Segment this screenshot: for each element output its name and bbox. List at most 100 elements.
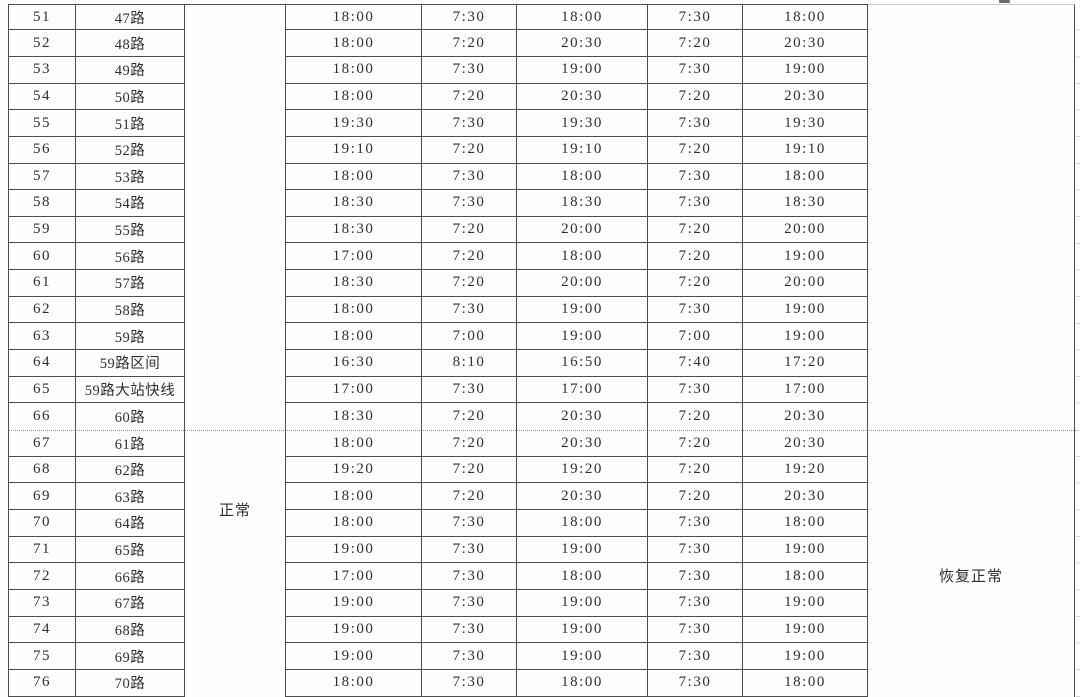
cell-time: 7:30 xyxy=(422,110,517,137)
cell-time: 7:30 xyxy=(422,510,517,537)
cell-time: 19:00 xyxy=(517,323,648,351)
cell-time: 20:30 xyxy=(743,430,868,457)
cell-time: 7:00 xyxy=(648,323,743,351)
cell-time: 7:20 xyxy=(422,270,517,297)
cell-time: 19:00 xyxy=(517,536,648,564)
cell-time: 7:30 xyxy=(422,616,517,644)
cell-time: 7:30 xyxy=(648,376,743,404)
cell-time: 7:30 xyxy=(648,616,743,644)
cell-row-number: 67 xyxy=(8,430,76,457)
cell-time: 18:00 xyxy=(517,243,648,271)
cell-time: 18:00 xyxy=(743,669,868,697)
cell-time: 20:30 xyxy=(517,403,648,430)
cell-time: 19:00 xyxy=(517,56,648,84)
cell-route-name: 56路 xyxy=(76,243,185,271)
cell-time: 7:00 xyxy=(422,323,517,351)
cell-time: 18:30 xyxy=(286,403,422,430)
cell-route-name: 60路 xyxy=(76,403,185,430)
cell-row-number: 51 xyxy=(8,3,76,31)
cell-time: 17:00 xyxy=(743,376,868,404)
cell-time: 7:30 xyxy=(648,163,743,191)
cell-time: 17:20 xyxy=(743,350,868,377)
cell-time: 19:10 xyxy=(517,136,648,164)
cell-route-name: 66路 xyxy=(76,563,185,591)
cell-time: 7:30 xyxy=(648,296,743,324)
cell-time: 7:30 xyxy=(422,3,517,31)
cell-time: 7:30 xyxy=(648,56,743,84)
cell-time: 7:30 xyxy=(422,590,517,617)
cell-time: 19:00 xyxy=(743,590,868,617)
cell-time: 7:20 xyxy=(648,430,743,457)
cell-row-number: 73 xyxy=(8,590,76,617)
cell-time: 18:00 xyxy=(743,3,868,31)
cell-time: 19:30 xyxy=(743,110,868,137)
cell-time: 18:00 xyxy=(286,30,422,57)
cell-time: 7:30 xyxy=(648,643,743,670)
cell-route-name: 67路 xyxy=(76,590,185,617)
cell-time: 7:30 xyxy=(422,190,517,217)
cell-time: 7:30 xyxy=(422,643,517,670)
cell-route-name: 48路 xyxy=(76,30,185,57)
cell-time: 19:30 xyxy=(517,110,648,137)
cell-route-name: 55路 xyxy=(76,216,185,244)
sheet-gridlines-right-gutter xyxy=(1076,3,1080,697)
cell-time: 7:30 xyxy=(648,510,743,537)
cell-time: 7:30 xyxy=(422,563,517,591)
cell-route-name: 49路 xyxy=(76,56,185,84)
cell-row-number: 60 xyxy=(8,243,76,271)
cell-row-number: 61 xyxy=(8,270,76,297)
cell-time: 7:20 xyxy=(648,456,743,484)
cell-route-name: 68路 xyxy=(76,616,185,644)
cell-time: 7:30 xyxy=(648,536,743,564)
timetable-block-upper: 51 47路 18:00 7:30 18:00 7:30 18:00 52 48路 18:00 7:… xyxy=(8,3,1075,430)
cell-time: 7:20 xyxy=(422,83,517,111)
cell-time: 19:00 xyxy=(517,616,648,644)
cell-row-number: 52 xyxy=(8,30,76,57)
cell-time: 19:20 xyxy=(517,456,648,484)
cell-time: 18:00 xyxy=(286,163,422,191)
cell-time: 7:20 xyxy=(648,83,743,111)
cell-row-number: 75 xyxy=(8,643,76,670)
cell-time: 7:30 xyxy=(648,563,743,591)
cell-route-name: 62路 xyxy=(76,456,185,484)
cell-time: 19:00 xyxy=(743,323,868,351)
cell-route-name: 69路 xyxy=(76,643,185,670)
cell-time: 18:30 xyxy=(517,190,648,217)
cell-status-mid-label: 正常 xyxy=(218,503,251,520)
cell-time: 18:00 xyxy=(286,669,422,697)
cell-route-name: 64路 xyxy=(76,510,185,537)
cell-route-name: 51路 xyxy=(76,110,185,137)
cell-row-number: 74 xyxy=(8,616,76,644)
cell-time: 18:30 xyxy=(286,270,422,297)
cell-row-number: 64 xyxy=(8,350,76,377)
cell-time: 19:00 xyxy=(286,616,422,644)
cell-row-number: 69 xyxy=(8,483,76,511)
cell-status-right-label: 恢复正常 xyxy=(938,569,1003,586)
cell-time: 20:30 xyxy=(517,83,648,111)
cell-time: 7:20 xyxy=(422,456,517,484)
cell-time: 19:00 xyxy=(517,643,648,670)
cell-time: 7:20 xyxy=(648,243,743,271)
cell-status-mid xyxy=(185,3,286,430)
cell-time: 17:00 xyxy=(517,376,648,404)
cell-time: 7:30 xyxy=(648,110,743,137)
cell-time: 20:30 xyxy=(517,430,648,457)
cell-route-name: 53路 xyxy=(76,163,185,191)
cell-time: 18:00 xyxy=(743,163,868,191)
cell-time: 19:00 xyxy=(517,590,648,617)
cell-row-number: 70 xyxy=(8,510,76,537)
cell-route-name: 59路 xyxy=(76,323,185,351)
cell-time: 19:00 xyxy=(743,296,868,324)
cell-time: 20:30 xyxy=(743,83,868,111)
cell-time: 7:30 xyxy=(648,669,743,697)
cell-time: 16:50 xyxy=(517,350,648,377)
cell-time: 18:00 xyxy=(286,483,422,511)
cell-time: 20:00 xyxy=(517,216,648,244)
cell-time: 16:30 xyxy=(286,350,422,377)
cell-status-right xyxy=(868,3,1075,430)
cell-time: 19:00 xyxy=(743,243,868,271)
cell-time: 19:00 xyxy=(286,643,422,670)
cell-time: 7:30 xyxy=(422,376,517,404)
cell-route-name: 63路 xyxy=(76,483,185,511)
cell-time: 18:00 xyxy=(517,563,648,591)
